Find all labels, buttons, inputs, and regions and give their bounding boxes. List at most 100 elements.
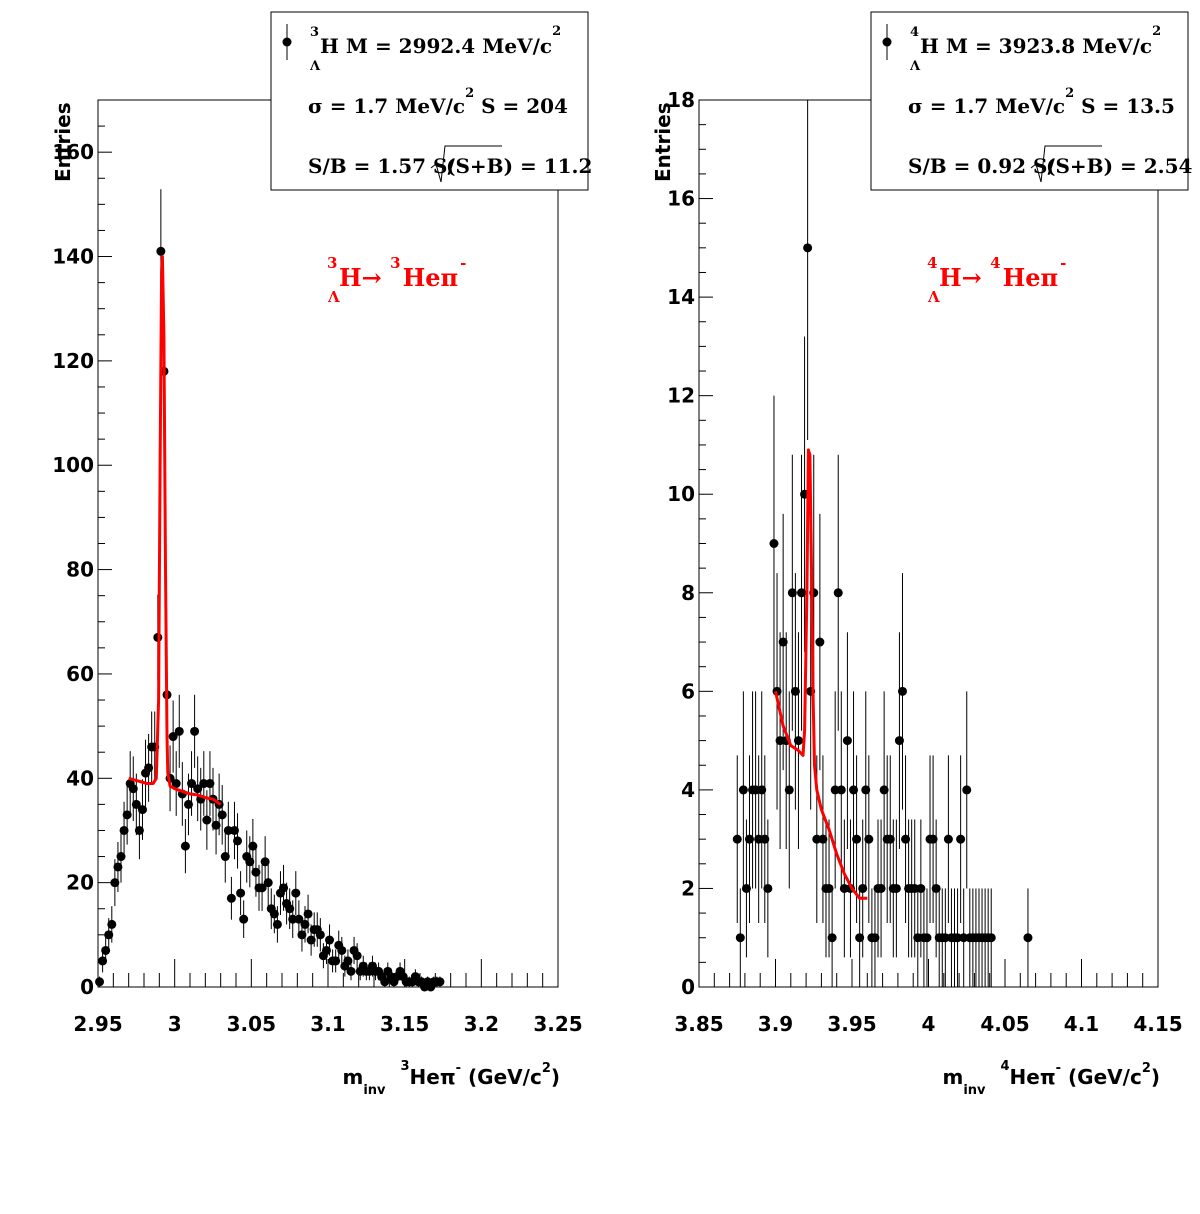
x-tick-label: 4	[922, 1012, 936, 1036]
y-tick-label: 60	[66, 662, 94, 686]
data-point	[901, 834, 911, 844]
sqrt-sign	[1030, 145, 1102, 183]
data-point	[202, 815, 212, 825]
svg-text:(S+B) = 2.54: (S+B) = 2.54	[1046, 154, 1193, 178]
data-point	[833, 588, 843, 598]
data-point	[306, 935, 316, 945]
data-point	[263, 878, 273, 888]
data-point	[113, 862, 123, 872]
x-tick-label: 3.1	[310, 1012, 345, 1036]
data-point	[300, 919, 310, 929]
x-axis-prefix: m	[343, 1065, 364, 1089]
y-tick-label: 160	[52, 140, 94, 164]
stats-line1-sub: Λ	[909, 59, 921, 74]
decay-parent: H→	[939, 263, 990, 292]
x-axis-unit: (GeV/c	[1061, 1065, 1142, 1089]
decay-charge: -	[1060, 254, 1066, 272]
data-point	[956, 834, 966, 844]
data-point	[346, 966, 356, 976]
svg-text:H→ 3Heπ-: H→ 3Heπ -	[339, 254, 466, 292]
stats-line1-tail-sup: 2	[1152, 24, 1161, 39]
legend-marker	[282, 37, 292, 47]
data-point	[337, 945, 347, 955]
data-point	[790, 686, 800, 696]
data-point	[852, 834, 862, 844]
y-tick-label: 0	[80, 975, 94, 999]
y-axis-title: Entries	[651, 102, 675, 182]
data-point	[128, 784, 138, 794]
y-tick-label: 8	[681, 581, 695, 605]
stats-line1: H M = 3923.8 MeV/c	[920, 34, 1152, 58]
x-tick-label: 4.1	[1064, 1012, 1099, 1036]
stats-line1-tail-sup: 2	[552, 24, 561, 39]
x-axis-nucleus-sup: 3	[401, 1059, 410, 1074]
x-axis-body: Heπ	[1010, 1065, 1056, 1089]
data-point	[236, 888, 246, 898]
stats-box-frame	[270, 11, 589, 191]
data-point	[297, 930, 307, 940]
stats-line2-tail: S = 204	[474, 94, 568, 118]
data-point	[885, 834, 895, 844]
y-tick-label: 18	[667, 88, 695, 112]
panel-4h: 3.85 3.9 3.95 4 4.05 4.1 4.15 0 2 4 6 8 10 12 14 16 18 E…	[651, 11, 1193, 1098]
y-tick-label: 2	[681, 876, 695, 900]
data-point	[343, 956, 353, 966]
data-point	[131, 799, 141, 809]
stats-box: 4 Λ H M = 3923.8 MeV/c2 σ = 1.7 MeV/c2 S…	[870, 11, 1193, 191]
stats-line3-tail: = 2.54	[1113, 154, 1192, 178]
data-point	[174, 726, 184, 736]
data-point	[331, 956, 341, 966]
x-axis-charge-sup: -	[1056, 1061, 1061, 1076]
stats-line2: σ = 1.7 MeV/c	[908, 94, 1065, 118]
data-point	[778, 637, 788, 647]
data-point	[943, 834, 953, 844]
data-point	[435, 977, 445, 987]
data-point	[931, 883, 941, 893]
y-tick-label: 10	[667, 482, 695, 506]
x-axis-nucleus-sup: 4	[1001, 1059, 1010, 1074]
y-tick-label: 4	[681, 778, 695, 802]
data-point	[744, 834, 754, 844]
x-tick-label: 3.95	[827, 1012, 876, 1036]
data-point	[894, 736, 904, 746]
data-point	[803, 243, 813, 253]
data-point	[294, 914, 304, 924]
data-point	[836, 785, 846, 795]
x-tick-label: 3.25	[533, 1012, 582, 1036]
stats-line1-sup: 4	[910, 25, 919, 40]
data-point	[793, 736, 803, 746]
y-tick-label: 120	[52, 349, 94, 373]
decay-parent: H→	[339, 263, 390, 292]
data-point	[272, 919, 282, 929]
y-tick-label: 40	[66, 766, 94, 790]
fit-curve	[128, 255, 222, 806]
y-tick-label: 80	[66, 558, 94, 582]
data-point	[849, 785, 859, 795]
x-axis-title: minv 3Heπ- (GeV/c2)	[343, 1059, 561, 1098]
decay-sub-1: Λ	[327, 288, 340, 306]
data-point	[239, 914, 249, 924]
data-point	[98, 956, 108, 966]
data-point	[769, 539, 779, 548]
data-point	[217, 810, 227, 820]
data-point	[285, 904, 295, 914]
x-tick-label: 3.2	[464, 1012, 499, 1036]
data-point	[986, 933, 996, 943]
data-marks	[95, 189, 445, 992]
data-point	[325, 935, 335, 945]
decay-annotation: 4 Λ H→ 4Heπ -	[927, 254, 1066, 306]
x-tick-label: 4.05	[980, 1012, 1029, 1036]
data-point	[897, 686, 907, 696]
x-tick-label: 3.85	[674, 1012, 723, 1036]
data-point	[205, 779, 215, 789]
stats-line3-root: (S+B)	[446, 154, 513, 178]
data-point	[220, 852, 230, 862]
x-axis-unit-sup: 2	[1142, 1061, 1151, 1076]
data-point	[760, 834, 770, 844]
x-axis-prefix: m	[943, 1065, 964, 1089]
decay-daughter: Heπ	[1003, 263, 1059, 292]
data-point	[858, 883, 868, 893]
decay-sub-1: Λ	[927, 288, 940, 306]
stats-line3: S/B = 0.92 S/	[908, 154, 1055, 178]
